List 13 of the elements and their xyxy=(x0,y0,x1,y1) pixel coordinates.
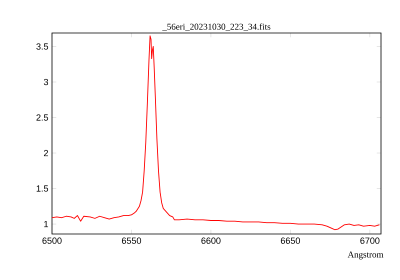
y-tick-label: 2.5 xyxy=(36,114,48,121)
y-tick-label: 1.5 xyxy=(36,185,48,192)
x-tick-label: 6600 xyxy=(201,238,221,244)
y-tick-label: 2 xyxy=(44,150,48,156)
y-tick-label: 3.5 xyxy=(36,43,48,50)
x-tick-label: 6650 xyxy=(280,238,300,244)
y-tick-label: 3 xyxy=(44,78,48,86)
x-tick-label: 6700 xyxy=(360,238,380,244)
x-tick-label: 6550 xyxy=(122,238,142,244)
x-tick-label: 6500 xyxy=(42,238,62,244)
chart-title: _56eri_20231030_223_34.fits xyxy=(162,23,270,31)
x-axis-title: Angstrom xyxy=(348,252,384,260)
y-tick-label: 1 xyxy=(44,220,48,228)
